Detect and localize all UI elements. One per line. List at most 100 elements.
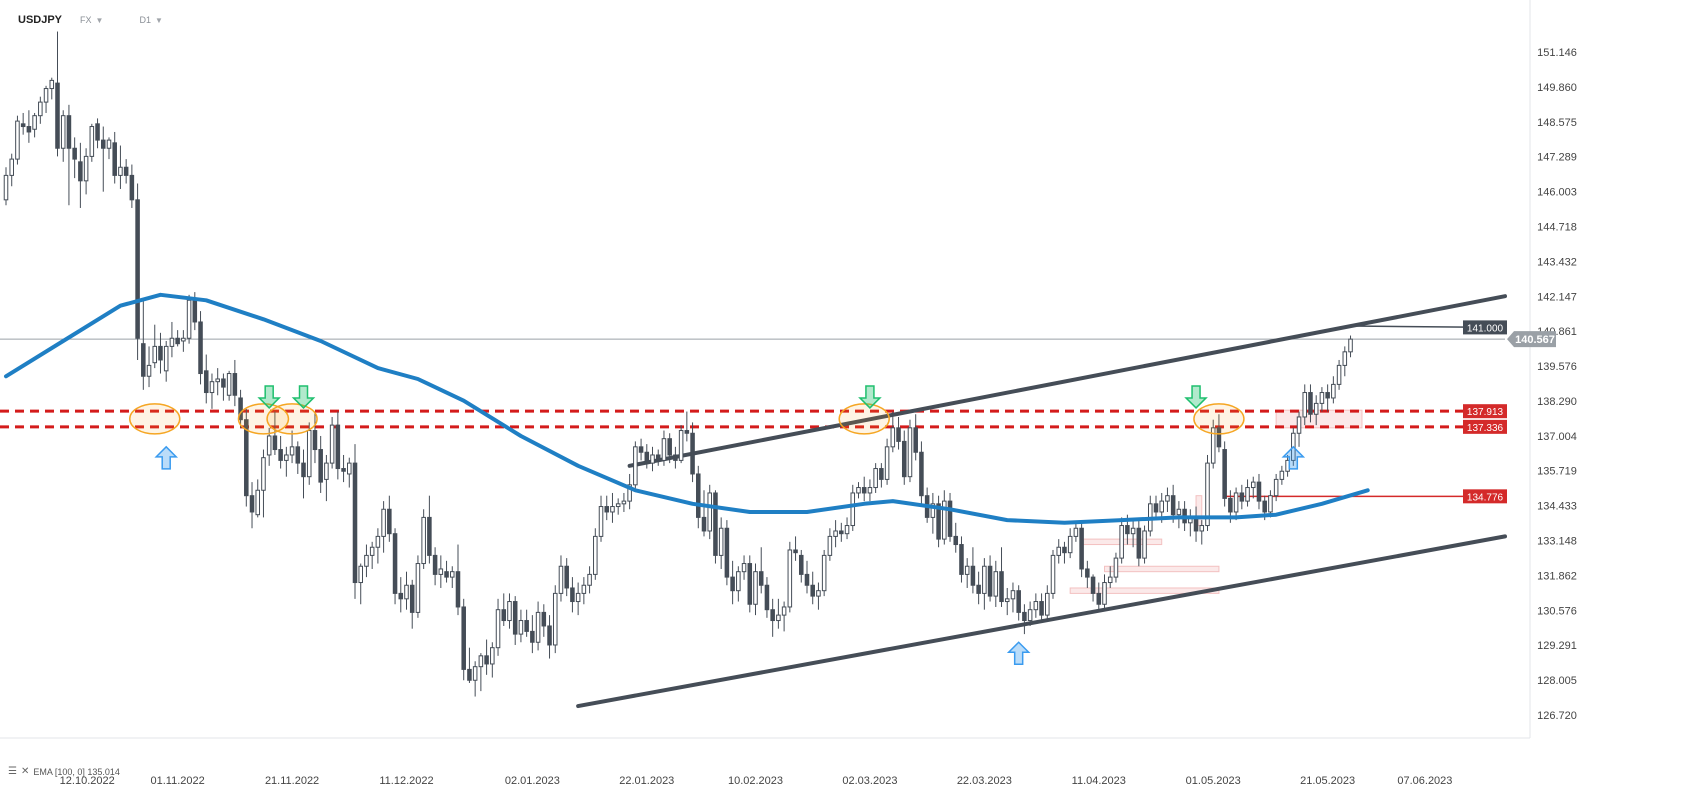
candle-body <box>387 508 392 535</box>
candle-body <box>718 527 724 556</box>
candle-body <box>72 147 77 160</box>
close-icon[interactable]: ✕ <box>20 766 30 777</box>
candle-body <box>198 321 203 375</box>
candle-body <box>1205 462 1210 527</box>
candle-body <box>38 101 43 117</box>
candle-body <box>747 563 753 605</box>
candle-body <box>312 430 318 451</box>
candle-body <box>1085 568 1090 578</box>
candle-body <box>49 79 55 90</box>
arrow-up-icon <box>1006 641 1031 666</box>
candle-body <box>375 535 381 548</box>
highlight-ellipse <box>129 403 181 435</box>
candle-body <box>175 337 180 345</box>
candle-body <box>547 625 552 646</box>
candle-body <box>604 506 610 513</box>
candle-body <box>266 435 272 456</box>
candle-body <box>1268 495 1273 513</box>
candle-body <box>444 571 449 578</box>
candle-body <box>495 609 501 649</box>
candle-body <box>598 506 604 537</box>
candle-body <box>66 115 72 149</box>
candle-body <box>186 299 192 339</box>
candle-body <box>587 573 592 586</box>
arrow-up-icon <box>1281 445 1306 470</box>
candle-body <box>655 454 661 461</box>
candle-body <box>232 373 238 396</box>
candle-body <box>575 592 581 603</box>
candle-body <box>644 451 650 464</box>
y-tick-label: 143.432 <box>1537 256 1577 268</box>
candle-body <box>255 489 261 516</box>
candle-body <box>158 345 163 361</box>
y-tick-label: 146.003 <box>1537 187 1577 199</box>
support-price-badge: 137.913 <box>1467 407 1504 418</box>
x-tick-label: 10.02.2023 <box>728 775 783 787</box>
candle-body <box>581 584 587 594</box>
candle-body <box>884 446 890 480</box>
candle-body <box>701 516 707 532</box>
candle-body <box>112 142 117 176</box>
candle-body <box>32 115 37 130</box>
candle-body <box>1250 481 1256 489</box>
candle-body <box>776 614 781 622</box>
candle-body <box>284 454 289 461</box>
candle-body <box>221 378 226 388</box>
market-label[interactable]: FX <box>80 15 92 25</box>
candle-body <box>667 438 672 456</box>
x-tick-label: 02.03.2023 <box>842 775 897 787</box>
candle-body <box>621 500 627 505</box>
candle-body <box>181 337 186 342</box>
candle-body <box>736 571 741 592</box>
timeframe-label[interactable]: D1 <box>139 15 151 25</box>
chevron-down-icon[interactable]: ▼ <box>95 15 104 25</box>
highlight-ellipse <box>838 403 890 435</box>
list-icon[interactable]: ☰ <box>8 766 17 777</box>
candle-body <box>238 397 243 421</box>
candle-body <box>141 343 146 377</box>
y-tick-label: 129.291 <box>1537 640 1577 652</box>
candle-body <box>1308 392 1313 415</box>
candle-body <box>524 620 529 632</box>
candle-body <box>135 199 140 339</box>
candle-body <box>421 516 426 565</box>
support-price-badge: 137.336 <box>1467 423 1504 434</box>
candle-body <box>1153 503 1159 513</box>
candle-body <box>907 427 913 478</box>
candle-body <box>1102 582 1107 605</box>
chevron-down-icon[interactable]: ▼ <box>154 15 163 25</box>
candle-body <box>821 554 827 592</box>
y-tick-label: 151.146 <box>1537 47 1577 59</box>
y-tick-label: 128.005 <box>1537 675 1577 687</box>
candle-body <box>1004 598 1010 603</box>
candle-body <box>404 584 409 600</box>
candle-body <box>1113 557 1119 578</box>
candle-body <box>409 584 415 613</box>
support-price-badge-bg <box>1463 404 1507 419</box>
candle-body <box>169 337 175 347</box>
x-tick-label: 22.03.2023 <box>957 775 1012 787</box>
symbol-label[interactable]: USDJPY <box>18 14 63 26</box>
candle-body <box>89 126 95 157</box>
candle-body <box>707 492 713 532</box>
y-tick-label: 149.860 <box>1537 82 1577 94</box>
x-tick-label: 07.06.2023 <box>1397 775 1452 787</box>
support-price-badge-bg <box>1463 419 1507 434</box>
candle-body <box>764 584 770 611</box>
candle-body <box>930 503 936 518</box>
candle-body <box>318 449 323 483</box>
candle-body <box>209 381 215 394</box>
candle-body <box>501 609 507 622</box>
candle-body <box>1302 392 1308 418</box>
candle-body <box>432 554 438 575</box>
y-tick-label: 135.719 <box>1537 466 1577 478</box>
candle-body <box>1096 592 1102 605</box>
candle-body <box>301 462 306 478</box>
candle-body <box>781 606 787 616</box>
candle-body <box>152 345 158 364</box>
candle-body <box>398 592 404 600</box>
candle-body <box>295 446 301 464</box>
candle-body <box>1165 495 1170 502</box>
candle-body <box>352 462 358 584</box>
